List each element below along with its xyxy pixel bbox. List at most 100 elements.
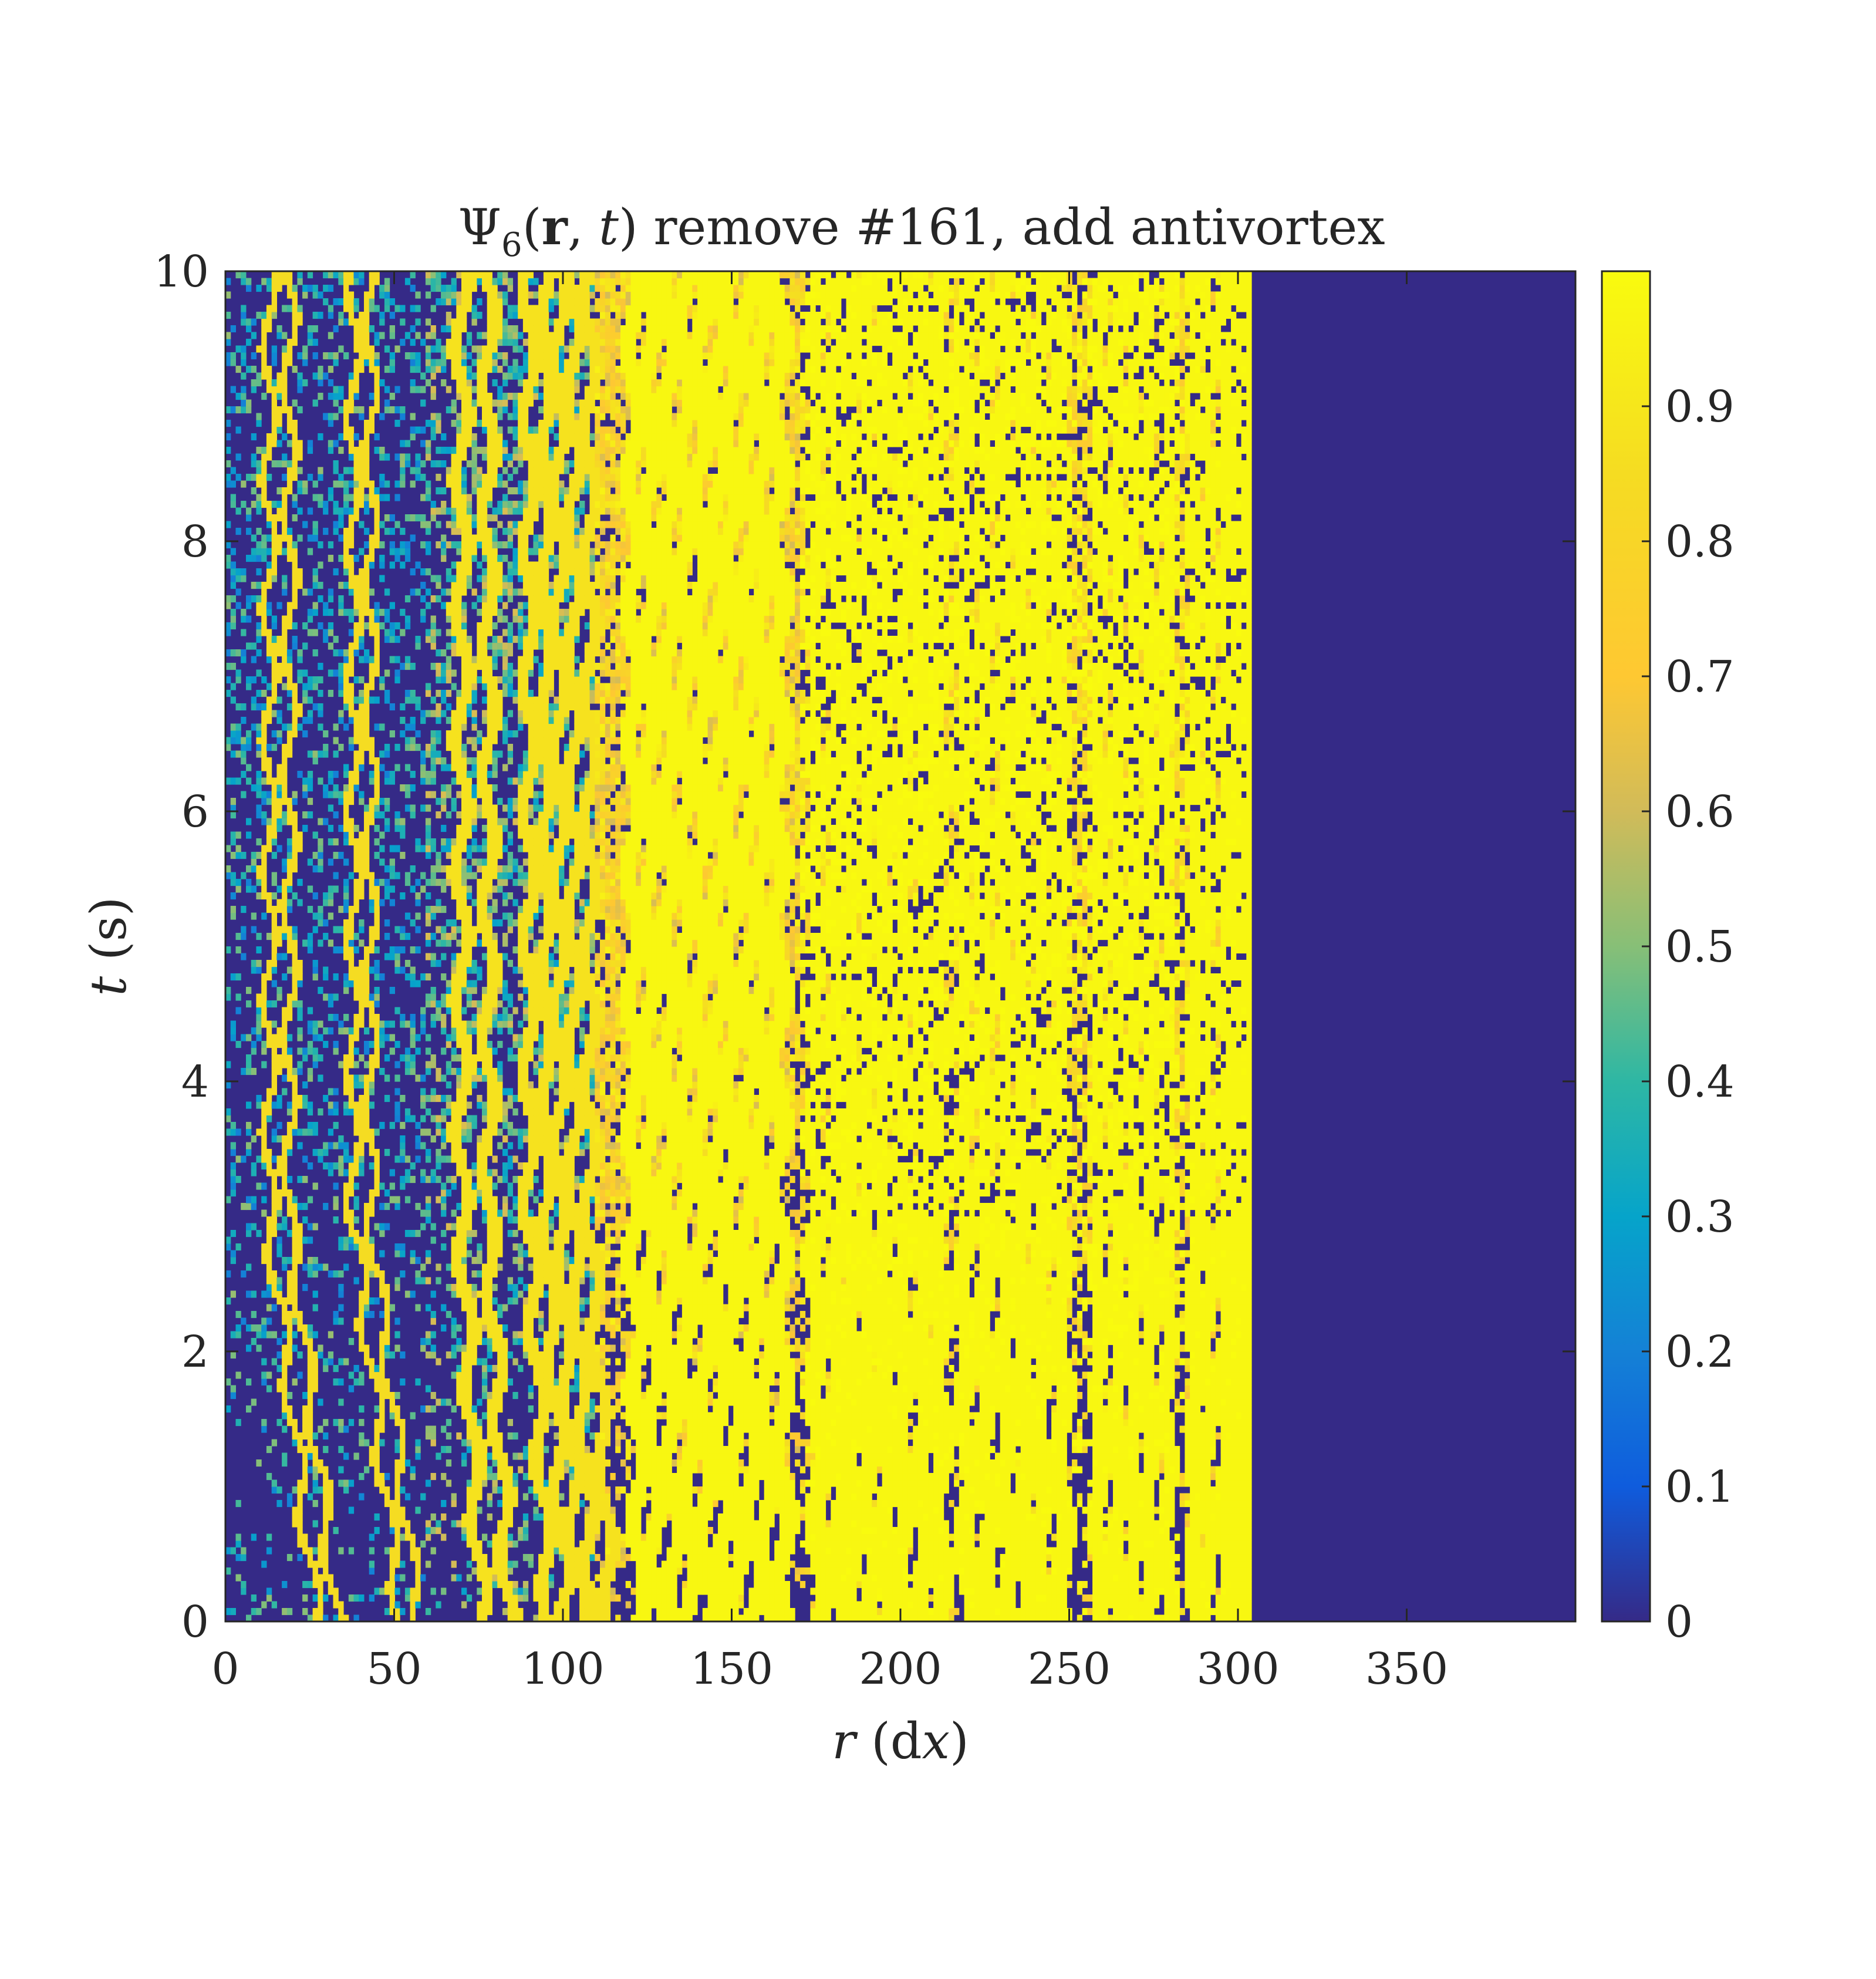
heatmap-cell: [923, 1547, 929, 1555]
heatmap-cell: [954, 1405, 960, 1413]
heatmap-cell: [897, 1452, 903, 1460]
heatmap-cell: [825, 1520, 831, 1528]
heatmap-cell: [836, 1567, 842, 1575]
heatmap-cell: [713, 1439, 718, 1447]
heatmap-cell: [471, 1533, 477, 1541]
heatmap-cell: [559, 1385, 565, 1393]
heatmap-cell: [302, 1540, 308, 1548]
heatmap-cell: [825, 1554, 831, 1562]
heatmap-cell: [1118, 1385, 1124, 1393]
heatmap-cell: [1241, 1554, 1247, 1562]
heatmap-cell: [861, 1601, 868, 1609]
heatmap-cell: [784, 1567, 790, 1575]
heatmap-cell: [764, 1385, 770, 1393]
heatmap-cell: [836, 1493, 842, 1501]
heatmap-cell: [282, 1581, 288, 1589]
heatmap-cell: [923, 1500, 929, 1508]
heatmap-cell: [666, 1378, 672, 1386]
heatmap-cell: [769, 1520, 775, 1528]
heatmap-cell: [379, 1425, 385, 1433]
heatmap-cell: [323, 1506, 329, 1514]
heatmap-cell: [1000, 1405, 1006, 1413]
heatmap-cell: [882, 1479, 888, 1487]
heatmap-cell: [651, 1493, 657, 1501]
heatmap-cell: [1200, 1527, 1206, 1535]
heatmap-cell: [1113, 1594, 1119, 1602]
heatmap-cell: [230, 1547, 236, 1555]
heatmap-cell: [907, 1446, 913, 1454]
heatmap-cell: [769, 1587, 775, 1595]
heatmap-cell: [702, 1513, 708, 1521]
heatmap-cell: [1015, 1608, 1021, 1616]
heatmap-cell: [1205, 1567, 1211, 1575]
heatmap-cell: [964, 1594, 970, 1602]
heatmap-cell: [640, 1479, 647, 1487]
heatmap-cell: [1041, 1547, 1047, 1555]
heatmap-cell: [1185, 1459, 1190, 1467]
heatmap-cell: [625, 1452, 631, 1460]
heatmap-cell: [1149, 1527, 1155, 1535]
heatmap-cell: [1118, 1533, 1124, 1541]
heatmap-cell: [666, 1398, 672, 1406]
heatmap-cell: [748, 1540, 754, 1548]
heatmap-cell: [764, 1452, 770, 1460]
heatmap-cell: [1067, 1540, 1072, 1548]
heatmap-cell: [1035, 1527, 1042, 1535]
heatmap-cell: [872, 1452, 878, 1460]
heatmap-cell: [1051, 1479, 1057, 1487]
heatmap-cell: [928, 1446, 934, 1454]
heatmap-cell: [666, 1554, 672, 1562]
heatmap-cell: [1149, 1398, 1155, 1406]
heatmap-cell: [1190, 1425, 1196, 1433]
heatmap-cell: [533, 1594, 539, 1602]
heatmap-cell: [1067, 1554, 1072, 1562]
heatmap-cell: [1020, 1574, 1026, 1582]
heatmap-cell: [651, 1513, 657, 1521]
heatmap-cell: [400, 1574, 406, 1582]
heatmap-cell: [764, 1560, 770, 1568]
heatmap-cell: [615, 1446, 621, 1454]
heatmap-cell: [574, 1506, 580, 1514]
heatmap-cell: [1123, 1554, 1129, 1562]
heatmap-cell: [846, 1574, 852, 1582]
heatmap-cell: [677, 1425, 683, 1433]
heatmap-cell: [605, 1412, 611, 1420]
heatmap-cell: [677, 1466, 683, 1474]
heatmap-cell: [974, 1554, 980, 1562]
heatmap-cell: [774, 1452, 780, 1460]
heatmap-cell: [615, 1378, 621, 1386]
heatmap-cell: [1220, 1412, 1226, 1420]
heatmap-cell: [533, 1378, 539, 1386]
heatmap-cell: [984, 1560, 990, 1568]
heatmap-cell: [640, 1493, 647, 1501]
heatmap-cell: [1241, 1486, 1247, 1494]
heatmap-cell: [938, 1398, 944, 1406]
heatmap-cell: [815, 1378, 821, 1386]
heatmap-cell: [302, 1608, 308, 1616]
heatmap-cell: [754, 1473, 760, 1481]
heatmap-cell: [1056, 1554, 1062, 1562]
heatmap-cell: [1149, 1581, 1155, 1589]
heatmap-cell: [318, 1601, 323, 1609]
heatmap-cell: [892, 1392, 898, 1400]
heatmap-cell: [1025, 1459, 1031, 1467]
heatmap-cell: [1067, 1500, 1072, 1508]
heatmap-cell: [1041, 1540, 1047, 1548]
heatmap-cell: [856, 1405, 862, 1413]
heatmap-cell: [743, 1533, 749, 1541]
heatmap-cell: [969, 1412, 975, 1420]
heatmap-cell: [1246, 1432, 1252, 1440]
heatmap-cell: [1051, 1574, 1057, 1582]
heatmap-cell: [974, 1560, 980, 1568]
heatmap-cell: [374, 1479, 380, 1487]
heatmap-cell: [420, 1574, 426, 1582]
heatmap-cell: [933, 1614, 939, 1622]
heatmap-cell: [1108, 1452, 1114, 1460]
heatmap-cell: [589, 1493, 595, 1501]
heatmap-cell: [964, 1513, 970, 1521]
heatmap-cell: [1046, 1581, 1052, 1589]
heatmap-cell: [887, 1520, 893, 1528]
heatmap-cell: [759, 1425, 765, 1433]
heatmap-cell: [923, 1587, 929, 1595]
heatmap-cell: [528, 1439, 534, 1447]
